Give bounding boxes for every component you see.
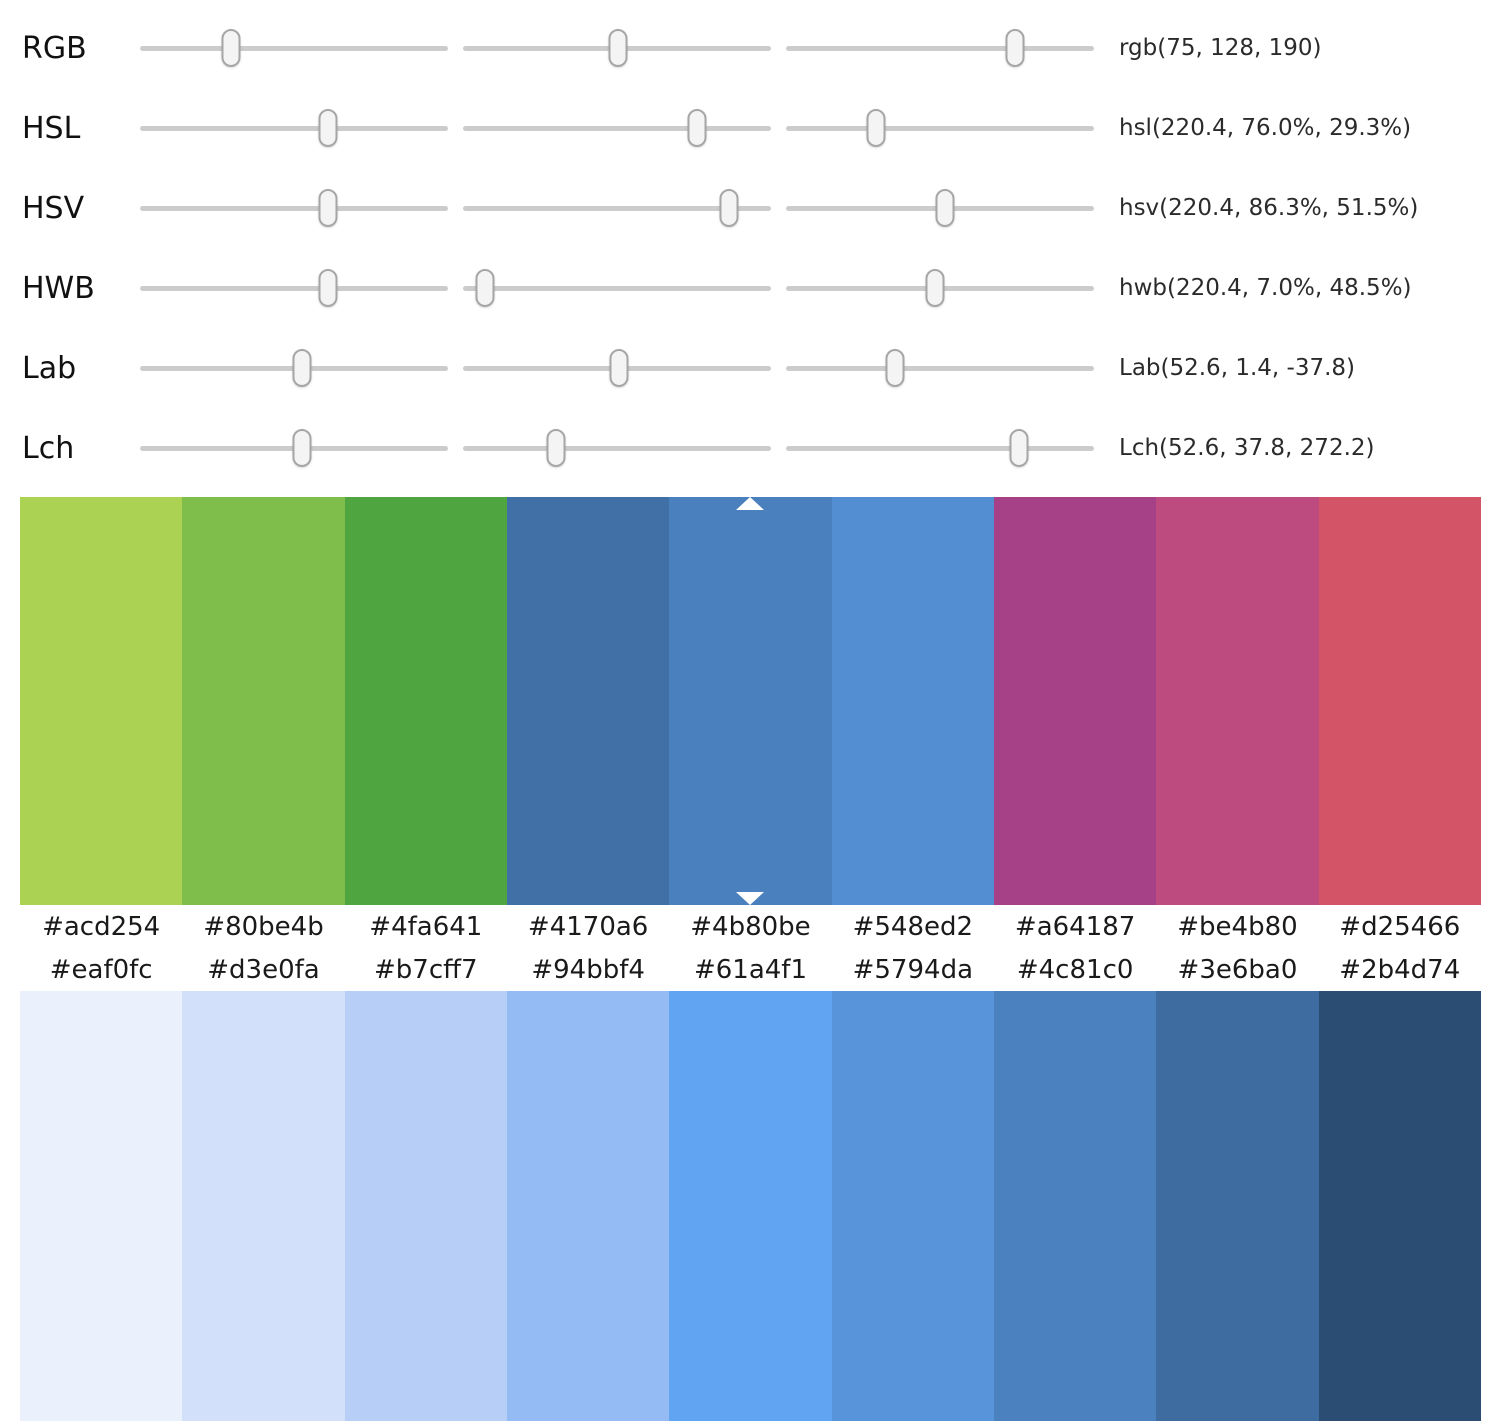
palette-swatch[interactable] [993, 991, 1157, 1421]
palette-swatch[interactable] [20, 497, 183, 905]
slider-thumb[interactable] [318, 269, 338, 307]
palette-swatch[interactable] [182, 991, 345, 1421]
color-model-label: Lab [22, 350, 77, 386]
palette-bottom [20, 991, 1481, 1421]
swatch-hex-label: #548ed2 [852, 911, 974, 942]
slider-row-lch: Lch Lch(52.6, 37.8, 272.2) [0, 408, 1501, 488]
slider-thumb[interactable] [687, 109, 707, 147]
slider-row-lab: Lab Lab(52.6, 1.4, -37.8) [0, 328, 1501, 408]
color-value-hwb: hwb(220.4, 7.0%, 48.5%) [1119, 275, 1412, 301]
slider-panel: RGB rgb(75, 128, 190) HSL hsl(220.4, 76.… [0, 0, 1501, 488]
slider-thumb[interactable] [318, 189, 338, 227]
swatch-hex-label: #3e6ba0 [1177, 954, 1298, 985]
color-value-lab: Lab(52.6, 1.4, -37.8) [1119, 355, 1355, 381]
slider-thumb[interactable] [608, 29, 628, 67]
palette-swatch[interactable] [506, 497, 670, 905]
swatch-hex-label: #acd254 [42, 911, 161, 942]
swatch-hex-label: #eaf0fc [49, 954, 153, 985]
swatch-hex-label: #a64187 [1014, 911, 1136, 942]
color-model-label: HSV [22, 190, 85, 226]
palette-swatch[interactable] [1318, 991, 1481, 1421]
slider-thumb[interactable] [719, 189, 739, 227]
slider-row-rgb: RGB rgb(75, 128, 190) [0, 8, 1501, 88]
palette-swatch[interactable] [1156, 497, 1319, 905]
palette-swatch[interactable] [993, 497, 1157, 905]
slider-thumb[interactable] [1005, 29, 1025, 67]
palette-swatch[interactable] [344, 497, 507, 905]
palette-top [20, 497, 1481, 905]
color-model-label: HSL [22, 110, 81, 146]
selected-marker-top-icon [736, 497, 765, 510]
swatch-hex-label: #61a4f1 [693, 954, 807, 985]
palette-swatch[interactable] [1318, 497, 1481, 905]
slider-track-s[interactable] [463, 189, 771, 227]
color-value-lch: Lch(52.6, 37.8, 272.2) [1119, 435, 1375, 461]
color-model-label: Lch [22, 430, 75, 466]
slider-thumb[interactable] [546, 429, 566, 467]
swatch-hex-label: #4b80be [690, 911, 811, 942]
slider-thumb[interactable] [925, 269, 945, 307]
swatch-hex-label: #be4b80 [1177, 911, 1298, 942]
slider-track-g[interactable] [463, 29, 771, 67]
slider-track-s[interactable] [463, 109, 771, 147]
slider-track-h[interactable] [140, 189, 448, 227]
swatch-hex-label: #4fa641 [369, 911, 483, 942]
color-model-label: HWB [22, 270, 95, 306]
slider-track-b[interactable] [786, 29, 1094, 67]
swatch-hex-label: #94bbf4 [531, 954, 645, 985]
swatch-hex-label: #d3e0fa [207, 954, 320, 985]
slider-thumb[interactable] [292, 349, 312, 387]
swatch-hex-label: #4c81c0 [1016, 954, 1134, 985]
slider-track-b[interactable] [786, 349, 1094, 387]
slider-row-hsv: HSV hsv(220.4, 86.3%, 51.5%) [0, 168, 1501, 248]
slider-thumb[interactable] [866, 109, 886, 147]
color-value-hsl: hsl(220.4, 76.0%, 29.3%) [1119, 115, 1412, 141]
slider-row-hsl: HSL hsl(220.4, 76.0%, 29.3%) [0, 88, 1501, 168]
slider-thumb[interactable] [221, 29, 241, 67]
palette-bottom-labels: #eaf0fc #d3e0fa #b7cff7 #94bbf4 #61a4f1 … [20, 948, 1481, 991]
slider-thumb[interactable] [318, 109, 338, 147]
slider-track-c[interactable] [463, 429, 771, 467]
slider-track-r[interactable] [140, 29, 448, 67]
slider-track-l[interactable] [140, 349, 448, 387]
slider-track-h[interactable] [786, 429, 1094, 467]
swatch-hex-label: #d25466 [1339, 911, 1461, 942]
slider-track-b[interactable] [786, 269, 1094, 307]
palette-swatch[interactable] [1156, 991, 1319, 1421]
slider-track-v[interactable] [786, 189, 1094, 227]
color-value-rgb: rgb(75, 128, 190) [1119, 35, 1322, 61]
palette-top-labels: #acd254 #80be4b #4fa641 #4170a6 #4b80be … [20, 905, 1481, 948]
slider-thumb[interactable] [885, 349, 905, 387]
palette-swatch[interactable] [669, 991, 832, 1421]
swatch-hex-label: #2b4d74 [1339, 954, 1461, 985]
slider-track-h[interactable] [140, 269, 448, 307]
swatch-hex-label: #b7cff7 [374, 954, 478, 985]
slider-thumb[interactable] [292, 429, 312, 467]
slider-track-l[interactable] [140, 429, 448, 467]
slider-thumb[interactable] [935, 189, 955, 227]
slider-thumb[interactable] [475, 269, 495, 307]
palette-swatch[interactable] [20, 991, 183, 1421]
palette-swatch[interactable] [831, 991, 994, 1421]
palette-swatch[interactable] [344, 991, 507, 1421]
slider-track-l[interactable] [786, 109, 1094, 147]
palette-swatch-selected[interactable] [669, 497, 832, 905]
color-model-label: RGB [22, 30, 87, 66]
selected-marker-bottom-icon [736, 892, 765, 905]
slider-track-w[interactable] [463, 269, 771, 307]
palette-swatch[interactable] [506, 991, 670, 1421]
swatch-hex-label: #80be4b [203, 911, 324, 942]
slider-track-a[interactable] [463, 349, 771, 387]
slider-track-h[interactable] [140, 109, 448, 147]
slider-row-hwb: HWB hwb(220.4, 7.0%, 48.5%) [0, 248, 1501, 328]
slider-thumb[interactable] [609, 349, 629, 387]
swatch-hex-label: #5794da [852, 954, 973, 985]
slider-thumb[interactable] [1009, 429, 1029, 467]
color-value-hsv: hsv(220.4, 86.3%, 51.5%) [1119, 195, 1419, 221]
swatch-hex-label: #4170a6 [527, 911, 649, 942]
palette-swatch[interactable] [182, 497, 345, 905]
palette-swatch[interactable] [831, 497, 994, 905]
